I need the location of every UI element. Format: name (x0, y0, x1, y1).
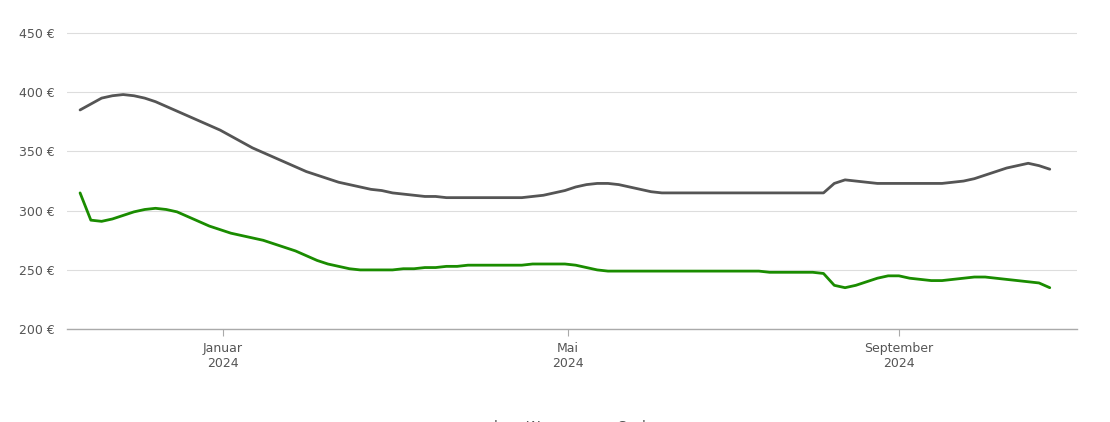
Sackware (655, 190, 668, 195)
lose Ware (73, 190, 87, 195)
lose Ware (321, 262, 334, 267)
Sackware (914, 181, 927, 186)
lose Ware (838, 285, 851, 290)
Sackware (332, 180, 345, 185)
Sackware (73, 108, 87, 113)
Line: Sackware: Sackware (80, 95, 1050, 197)
Sackware (203, 123, 216, 128)
lose Ware (904, 276, 917, 281)
Sackware (1043, 167, 1057, 172)
Legend: lose Ware, Sackware: lose Ware, Sackware (454, 414, 689, 422)
Sackware (1032, 163, 1046, 168)
Sackware (117, 92, 130, 97)
lose Ware (1032, 281, 1046, 286)
Sackware (311, 173, 324, 178)
lose Ware (192, 219, 205, 224)
lose Ware (300, 253, 313, 258)
Sackware (440, 195, 453, 200)
Line: lose Ware: lose Ware (80, 193, 1050, 288)
lose Ware (1043, 285, 1057, 290)
lose Ware (1021, 279, 1035, 284)
